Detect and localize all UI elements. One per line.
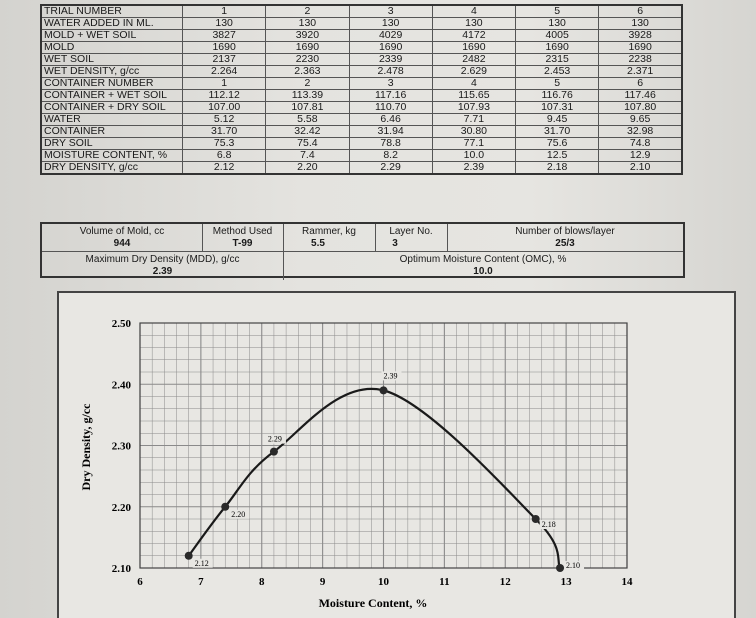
x-tick-label: 9 xyxy=(320,576,326,588)
mdd-value: 2.39 xyxy=(152,266,173,277)
table-row: DRY DENSITY, g/cc 2.12 2.20 2.29 2.39 2.18 2.1… xyxy=(40,161,683,175)
data-point xyxy=(531,515,540,523)
x-tick-label: 14 xyxy=(622,576,634,588)
data-point xyxy=(379,386,388,395)
data-point xyxy=(184,551,193,560)
table-row: MOISTURE CONTENT, % 6.8 7.4 8.2 10.0 12.5 12.9 xyxy=(40,149,683,162)
method-value: T-99 xyxy=(232,238,253,249)
table-cell: 2.39 xyxy=(431,161,517,175)
data-point xyxy=(269,447,278,456)
data-point xyxy=(221,502,230,511)
table-row: MOLD + WET SOIL 3827 3920 4029 4172 4005 3928 xyxy=(40,29,683,42)
y-tick-label: 2.20 xyxy=(112,502,132,514)
data-points: 2.12 2.20 2.29 2.39 2.18 2.10 xyxy=(184,371,585,572)
table-cell: 12.5 xyxy=(514,149,600,162)
data-label-bg xyxy=(539,520,560,529)
x-axis-label: Moisture Content, % xyxy=(319,596,428,610)
x-tick-label: 8 xyxy=(259,576,265,588)
table-cell: 2.10 xyxy=(598,161,683,175)
table-row: MOLD 1690 1690 1690 1690 1690 1690 xyxy=(40,41,683,54)
table-row: DRY SOIL 75.3 75.4 78.8 77.1 75.6 74.8 xyxy=(40,137,683,150)
blows-label: Number of blows/layer xyxy=(515,226,615,237)
table-cell: 10.0 xyxy=(431,149,517,162)
table-row: WATER 5.12 5.58 6.46 7.71 9.45 9.65 xyxy=(40,113,683,126)
chart-grid xyxy=(139,322,628,569)
table-cell: 2.18 xyxy=(514,161,600,175)
y-tick-label: 2.10 xyxy=(112,563,132,575)
compaction-curve xyxy=(187,387,562,569)
volume-label: Volume of Mold, cc xyxy=(79,226,165,237)
table-row: TRIAL NUMBER 1 2 3 4 5 6 xyxy=(40,4,683,18)
omc-value: 10.0 xyxy=(473,266,493,277)
x-tick-labels: 6 7 8 9 10 11 12 13 14 xyxy=(137,576,633,588)
table-cell: 12.9 xyxy=(598,149,683,162)
rammer-label: Rammer, kg xyxy=(302,226,356,237)
compaction-chart-frame xyxy=(57,291,736,618)
data-point xyxy=(556,564,565,572)
plot-border xyxy=(139,322,628,569)
table-row: CONTAINER + DRY SOIL 107.00 107.81 110.70 10… xyxy=(40,101,683,114)
data-label-bg xyxy=(381,371,402,381)
x-tick-label: 10 xyxy=(378,576,390,588)
volume-value: 944 xyxy=(113,238,131,249)
y-axis-label: Dry Density, g/cc xyxy=(79,403,93,491)
x-tick-label: 6 xyxy=(137,576,143,588)
compaction-trial-table: TRIAL NUMBER 1 2 3 4 5 6 WATER ADDED IN ML. 130 1… xyxy=(40,4,683,175)
y-tick-label: 2.40 xyxy=(112,379,132,391)
omc-label: Optimum Moisture Content (OMC), % xyxy=(399,254,567,265)
layer-value: 3 xyxy=(392,238,398,249)
x-tick-label: 12 xyxy=(500,576,512,588)
table-cell: 8.2 xyxy=(348,149,433,162)
data-label: 2.12 xyxy=(195,559,209,568)
row-label: MOISTURE CONTENT, % xyxy=(40,149,183,162)
blows-value: 25/3 xyxy=(555,238,575,249)
data-label-bg xyxy=(192,558,213,568)
table-cell: 2.29 xyxy=(348,161,433,175)
y-tick-label: 2.50 xyxy=(112,318,132,330)
data-label: 2.10 xyxy=(566,561,580,570)
table-row: WET DENSITY, g/cc 2.264 2.363 2.478 2.629 2.4… xyxy=(40,65,683,78)
data-label-bg xyxy=(229,509,250,519)
rammer-value: 5.5 xyxy=(311,238,325,249)
x-tick-label: 7 xyxy=(198,576,204,588)
method-label: Method Used xyxy=(212,226,273,237)
table-cell: 7.71 xyxy=(431,113,517,126)
x-tick-label: 13 xyxy=(561,576,573,588)
data-label: 2.18 xyxy=(542,520,556,529)
layer-label: Layer No. xyxy=(389,226,433,237)
y-tick-label: 2.30 xyxy=(112,441,132,453)
x-tick-label: 11 xyxy=(439,576,449,588)
table-cell: 2238 xyxy=(598,53,683,66)
data-label: 2.20 xyxy=(231,510,245,519)
mdd-label: Maximum Dry Density (MDD), g/cc xyxy=(85,254,240,265)
table-row: WET SOIL 2137 2230 2339 2482 2315 2238 xyxy=(40,53,683,66)
table-cell: 2.12 xyxy=(181,161,267,175)
y-tick-labels: 2.10 2.20 2.30 2.40 2.50 xyxy=(112,318,132,575)
data-label: 2.39 xyxy=(384,371,398,380)
data-label-bg xyxy=(564,561,585,570)
data-label-bg xyxy=(265,434,286,444)
test-summary-box: Volume of Mold, cc 944 Method Used T-99 … xyxy=(40,222,685,280)
data-label: 2.29 xyxy=(268,435,282,444)
